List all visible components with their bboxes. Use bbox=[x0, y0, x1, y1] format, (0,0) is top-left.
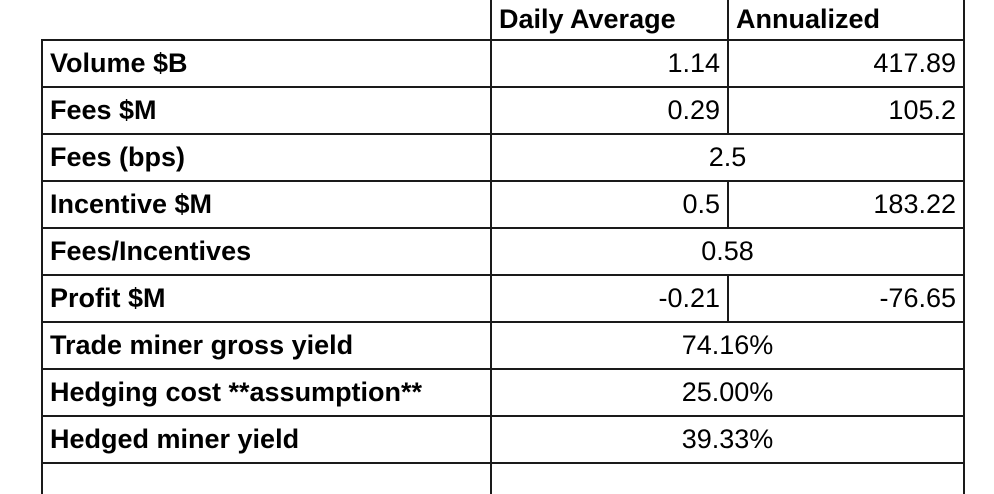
header-cell: Annualized bbox=[727, 0, 965, 41]
merged-value: 25.00% bbox=[490, 368, 965, 417]
table-row: Fees $M 0.29 105.2 bbox=[41, 86, 965, 135]
daily-value: 0.5 bbox=[490, 180, 729, 229]
row-label: Fees/Incentives bbox=[41, 227, 492, 276]
annualized-value: 183.22 bbox=[727, 180, 965, 229]
row-label: Volume $B bbox=[41, 39, 492, 88]
row-label: Fees $M bbox=[41, 86, 492, 135]
table-row: Fees/Incentives 0.58 bbox=[41, 227, 965, 276]
merged-value: 39.33% bbox=[490, 415, 965, 464]
header-row: Daily Average Annualized bbox=[42, 0, 965, 41]
merged-value: 74.16% bbox=[490, 321, 965, 370]
row-label: Fees (bps) bbox=[41, 133, 492, 182]
partial-cell bbox=[490, 462, 965, 494]
table-row: Hedging cost **assumption** 25.00% bbox=[41, 368, 965, 417]
annualized-value: 105.2 bbox=[727, 86, 965, 135]
row-label: Hedging cost **assumption** bbox=[41, 368, 492, 417]
partial-row bbox=[41, 462, 965, 494]
row-label: Hedged miner yield bbox=[41, 415, 492, 464]
table-container: Daily Average Annualized Volume $B 1.14 41… bbox=[41, 0, 971, 494]
daily-value: 0.29 bbox=[490, 86, 729, 135]
row-label: Profit $M bbox=[41, 274, 492, 323]
daily-value: 1.14 bbox=[490, 39, 729, 88]
merged-value: 2.5 bbox=[490, 133, 965, 182]
table-body: Daily Average Annualized Volume $B 1.14 41… bbox=[41, 0, 965, 494]
row-label: Incentive $M bbox=[41, 180, 492, 229]
table-row: Incentive $M 0.5 183.22 bbox=[41, 180, 965, 229]
daily-value: -0.21 bbox=[490, 274, 729, 323]
header-blank bbox=[42, 0, 492, 41]
annualized-value: 417.89 bbox=[727, 39, 965, 88]
table-row: Fees (bps) 2.5 bbox=[41, 133, 965, 182]
merged-value: 0.58 bbox=[490, 227, 965, 276]
table-row: Trade miner gross yield 74.16% bbox=[41, 321, 965, 370]
data-table: Daily Average Annualized Volume $B 1.14 41… bbox=[41, 0, 965, 494]
table-row: Profit $M -0.21 -76.65 bbox=[41, 274, 965, 323]
row-label: Trade miner gross yield bbox=[41, 321, 492, 370]
partial-cell bbox=[41, 462, 492, 494]
table-row: Volume $B 1.14 417.89 bbox=[41, 39, 965, 88]
header-cell: Daily Average bbox=[490, 0, 729, 41]
annualized-value: -76.65 bbox=[727, 274, 965, 323]
table-row: Hedged miner yield 39.33% bbox=[41, 415, 965, 464]
